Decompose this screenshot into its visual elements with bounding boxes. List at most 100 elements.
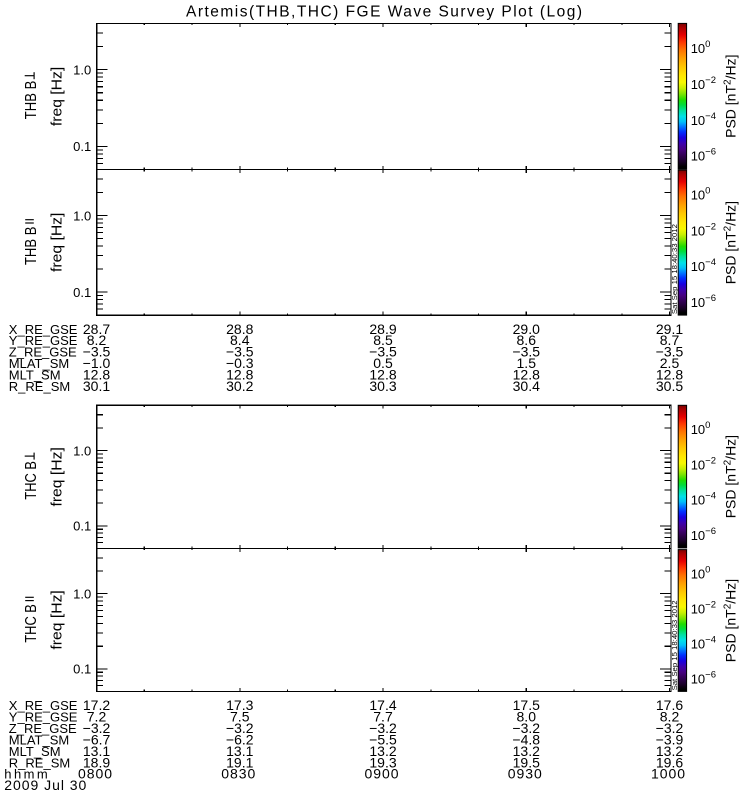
svg-text:1.0: 1.0 xyxy=(73,586,91,601)
svg-text:MLT_SM: MLT_SM xyxy=(9,367,61,382)
svg-text:R_RE_SM: R_RE_SM xyxy=(9,755,70,770)
svg-text:Sat Sep 15 18:40:33 2012: Sat Sep 15 18:40:33 2012 xyxy=(670,600,679,690)
svg-text:X_RE_GSE: X_RE_GSE xyxy=(9,322,78,337)
svg-text:freq [Hz]: freq [Hz] xyxy=(48,67,65,126)
svg-text:hhmm: hhmm xyxy=(4,767,47,782)
svg-text:8.0: 8.0 xyxy=(517,708,537,724)
svg-text:28.9: 28.9 xyxy=(369,321,396,337)
svg-text:30.1: 30.1 xyxy=(83,378,110,394)
svg-text:1.5: 1.5 xyxy=(517,355,537,371)
svg-text:17.4: 17.4 xyxy=(369,697,396,713)
svg-text:8.5: 8.5 xyxy=(373,332,393,348)
svg-text:0930: 0930 xyxy=(508,766,542,782)
svg-text:28.8: 28.8 xyxy=(226,321,253,337)
svg-text:8.2: 8.2 xyxy=(660,708,680,724)
svg-text:17.5: 17.5 xyxy=(513,697,540,713)
svg-text:12.8: 12.8 xyxy=(369,366,396,382)
svg-text:17.6: 17.6 xyxy=(656,697,683,713)
svg-text:−3.5: −3.5 xyxy=(83,344,111,360)
svg-text:Y_RE_GSE: Y_RE_GSE xyxy=(9,709,78,724)
svg-text:−3.2: −3.2 xyxy=(226,720,254,736)
svg-text:MLAT_SM: MLAT_SM xyxy=(9,732,69,747)
svg-text:8.7: 8.7 xyxy=(660,332,680,348)
svg-text:−6.2: −6.2 xyxy=(226,731,254,747)
svg-text:18.9: 18.9 xyxy=(83,754,110,770)
svg-text:MLAT_SM: MLAT_SM xyxy=(9,356,69,371)
svg-text:R_RE_SM: R_RE_SM xyxy=(9,379,70,394)
svg-text:19.1: 19.1 xyxy=(226,754,253,770)
svg-text:28.7: 28.7 xyxy=(83,321,110,337)
svg-text:Artemis(THB,THC) FGE Wave Surv: Artemis(THB,THC) FGE Wave Survey Plot (L… xyxy=(186,4,582,21)
svg-text:Sat Sep 15 18:40:33 2012: Sat Sep 15 18:40:33 2012 xyxy=(670,224,679,314)
svg-text:12.8: 12.8 xyxy=(656,366,683,382)
svg-text:13.1: 13.1 xyxy=(83,743,110,759)
svg-text:13.2: 13.2 xyxy=(513,743,540,759)
svg-text:19.5: 19.5 xyxy=(513,754,540,770)
svg-text:7.7: 7.7 xyxy=(373,708,393,724)
svg-text:−3.2: −3.2 xyxy=(83,720,111,736)
svg-text:−3.2: −3.2 xyxy=(512,720,540,736)
svg-text:0.1: 0.1 xyxy=(73,518,91,533)
svg-text:13.2: 13.2 xyxy=(369,743,396,759)
svg-text:0.1: 0.1 xyxy=(73,661,91,676)
svg-text:8.6: 8.6 xyxy=(517,332,537,348)
svg-text:13.1: 13.1 xyxy=(226,743,253,759)
svg-text:THC B: THC B xyxy=(23,604,40,643)
svg-text:1.0: 1.0 xyxy=(73,62,91,77)
svg-text:X_RE_GSE: X_RE_GSE xyxy=(9,698,78,713)
svg-text:−3.5: −3.5 xyxy=(656,344,684,360)
svg-text:freq [Hz]: freq [Hz] xyxy=(48,447,65,506)
svg-text:30.2: 30.2 xyxy=(226,378,253,394)
svg-text:freq [Hz]: freq [Hz] xyxy=(48,213,65,272)
svg-text:−3.5: −3.5 xyxy=(369,344,397,360)
svg-text:−3.9: −3.9 xyxy=(656,731,684,747)
svg-text:THB B: THB B xyxy=(23,227,40,266)
svg-text:Y_RE_GSE: Y_RE_GSE xyxy=(9,333,78,348)
svg-text:0800: 0800 xyxy=(78,766,112,782)
svg-text:30.4: 30.4 xyxy=(513,378,540,394)
svg-text:0.1: 0.1 xyxy=(73,139,91,154)
svg-text:0830: 0830 xyxy=(221,766,255,782)
svg-text:−0.3: −0.3 xyxy=(226,355,254,371)
svg-text:PSD [nT2/Hz]: PSD [nT2/Hz] xyxy=(723,579,739,662)
svg-text:30.3: 30.3 xyxy=(369,378,396,394)
svg-text:8.4: 8.4 xyxy=(230,332,250,348)
svg-text:−3.2: −3.2 xyxy=(369,720,397,736)
svg-text:2009 Jul 30: 2009 Jul 30 xyxy=(4,777,86,793)
svg-text:1.0: 1.0 xyxy=(73,443,91,458)
svg-text:−5.5: −5.5 xyxy=(369,731,397,747)
svg-text:1000: 1000 xyxy=(651,766,685,782)
svg-text:−4.8: −4.8 xyxy=(512,731,540,747)
svg-text:19.3: 19.3 xyxy=(369,754,396,770)
svg-text:PSD [nT2/Hz]: PSD [nT2/Hz] xyxy=(723,55,739,138)
svg-text:−3.5: −3.5 xyxy=(226,344,254,360)
svg-text:30.5: 30.5 xyxy=(656,378,683,394)
svg-text:PSD [nT2/Hz]: PSD [nT2/Hz] xyxy=(723,201,739,284)
svg-text:7.2: 7.2 xyxy=(87,708,107,724)
svg-text:MLT_SM: MLT_SM xyxy=(9,744,61,759)
svg-text:17.2: 17.2 xyxy=(83,697,110,713)
svg-text:Z_RE_GSE: Z_RE_GSE xyxy=(9,721,77,736)
svg-text:2.5: 2.5 xyxy=(660,355,680,371)
svg-text:17.3: 17.3 xyxy=(226,697,253,713)
svg-text:−1.0: −1.0 xyxy=(83,355,111,371)
svg-text:12.8: 12.8 xyxy=(226,366,253,382)
svg-text:29.0: 29.0 xyxy=(513,321,540,337)
svg-text:Z_RE_GSE: Z_RE_GSE xyxy=(9,345,77,360)
svg-text:29.1: 29.1 xyxy=(656,321,683,337)
svg-text:19.6: 19.6 xyxy=(656,754,683,770)
svg-text:−3.5: −3.5 xyxy=(512,344,540,360)
svg-text:12.8: 12.8 xyxy=(83,366,110,382)
svg-text:0.1: 0.1 xyxy=(73,285,91,300)
svg-text:7.5: 7.5 xyxy=(230,708,250,724)
svg-text:PSD [nT2/Hz]: PSD [nT2/Hz] xyxy=(723,435,739,518)
svg-text:13.2: 13.2 xyxy=(656,743,683,759)
svg-text:12.8: 12.8 xyxy=(513,366,540,382)
svg-text:1.0: 1.0 xyxy=(73,208,91,223)
svg-text:freq [Hz]: freq [Hz] xyxy=(48,590,65,649)
svg-text:−6.7: −6.7 xyxy=(83,731,111,747)
svg-text:THB B: THB B xyxy=(23,81,40,120)
svg-text:−3.2: −3.2 xyxy=(656,720,684,736)
svg-text:THC B: THC B xyxy=(23,461,40,500)
svg-text:8.2: 8.2 xyxy=(87,332,107,348)
